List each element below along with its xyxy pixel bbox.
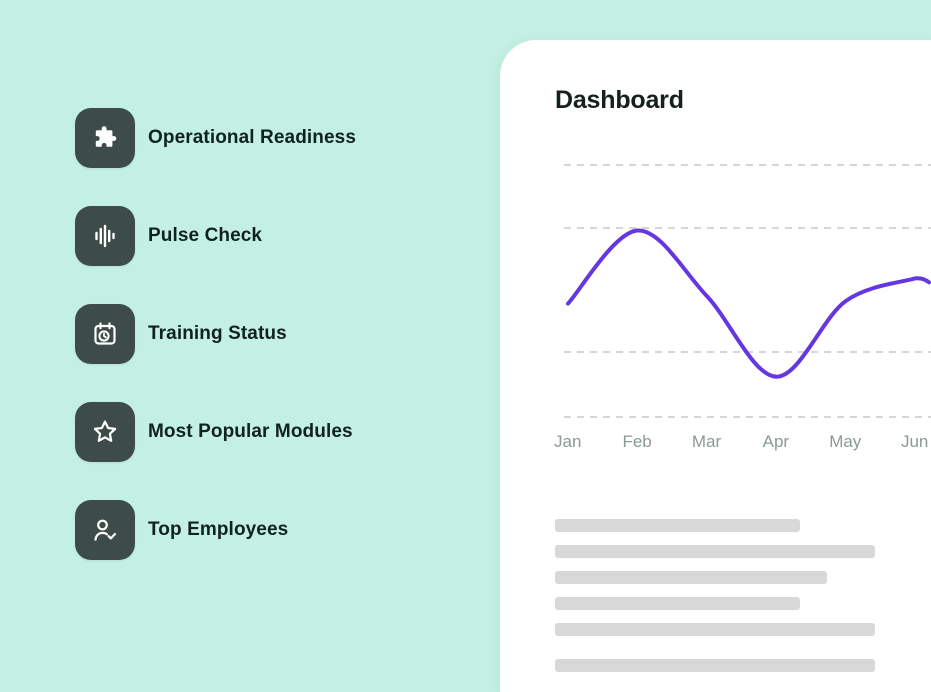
pulse-icon xyxy=(75,206,135,266)
page-title: Dashboard xyxy=(555,86,684,114)
axis-label-feb: Feb xyxy=(622,432,652,451)
chart-line-series xyxy=(566,228,931,379)
placeholder-text-block xyxy=(555,519,931,685)
star-icon xyxy=(75,402,135,462)
menu-item-label: Training Status xyxy=(148,323,287,344)
menu-item-training-status[interactable]: Training Status xyxy=(75,304,356,364)
axis-label-may: May xyxy=(829,432,862,451)
menu-item-pulse-check[interactable]: Pulse Check xyxy=(75,206,356,266)
menu-item-label: Top Employees xyxy=(148,519,289,540)
x-axis-labels: Jan Feb Mar Apr May Jun xyxy=(533,432,931,458)
axis-label-jan: Jan xyxy=(553,432,582,451)
user-check-icon xyxy=(75,500,135,560)
skeleton-line xyxy=(555,597,800,610)
axis-label-mar: Mar xyxy=(691,432,722,451)
menu-item-top-employees[interactable]: Top Employees xyxy=(75,500,356,560)
dashboard-card: Dashboard Jan Feb Mar Apr May Jun xyxy=(500,40,931,692)
puzzle-icon xyxy=(75,108,135,168)
skeleton-line xyxy=(555,659,875,672)
menu-item-most-popular-modules[interactable]: Most Popular Modules xyxy=(75,402,356,462)
skeleton-line xyxy=(555,571,827,584)
sidebar-menu: Operational Readiness Pulse Check Traini… xyxy=(75,108,356,598)
calendar-clock-icon xyxy=(75,304,135,364)
axis-label-jun: Jun xyxy=(900,432,929,451)
skeleton-line xyxy=(555,519,800,532)
menu-item-label: Most Popular Modules xyxy=(148,421,353,442)
menu-item-label: Pulse Check xyxy=(148,225,263,246)
skeleton-line xyxy=(555,545,875,558)
menu-item-label: Operational Readiness xyxy=(148,127,357,148)
line-chart xyxy=(500,150,931,450)
skeleton-line xyxy=(555,623,875,636)
menu-item-operational-readiness[interactable]: Operational Readiness xyxy=(75,108,356,168)
line-chart-svg xyxy=(564,164,931,418)
axis-label-apr: Apr xyxy=(762,432,790,451)
